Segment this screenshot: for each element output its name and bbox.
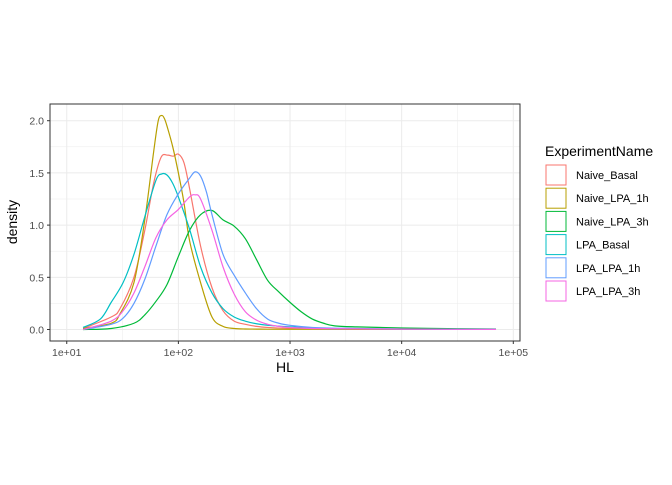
axes: 1e+01 1e+02 1e+03 1e+04 1e+05 0.0 0.5 1.0 1.5 2.0	[29, 116, 528, 359]
y-axis-title: density	[4, 200, 20, 244]
legend-label-lpa-lpa-1h: LPA_LPA_1h	[576, 263, 640, 275]
panel-border	[49, 103, 521, 342]
x-tick-label: 1e+05	[499, 347, 529, 359]
y-tick-label: 2.0	[29, 116, 44, 128]
legend-label-naive-lpa-3h: Naive_LPA_3h	[576, 216, 649, 228]
legend-label-lpa-basal: LPA_Basal	[576, 240, 630, 252]
legend-key-lpa-lpa-1h	[545, 257, 567, 279]
series-lines	[82, 114, 497, 331]
y-tick-label: 0.0	[29, 325, 44, 337]
legend-key-naive-lpa-1h	[545, 187, 567, 209]
density-line-naive-lpa-3h	[83, 209, 497, 331]
x-tick-label: 1e+01	[52, 347, 82, 359]
legend-label-naive-lpa-1h: Naive_LPA_1h	[576, 193, 649, 205]
legend-key-lpa-lpa-3h	[545, 280, 567, 302]
legend-title: ExperimentName	[545, 143, 653, 159]
y-tick-label: 0.5	[29, 272, 44, 284]
x-tick-label: 1e+03	[275, 347, 305, 359]
legend: ExperimentName Naive_Basal Naive_LPA_1h Na…	[545, 143, 653, 302]
x-axis-title: HL	[276, 359, 294, 375]
density-line-lpa-lpa-1h	[82, 171, 497, 331]
legend-label-lpa-lpa-3h: LPA_LPA_3h	[576, 286, 640, 298]
x-tick-label: 1e+04	[387, 347, 417, 359]
legend-key-naive-basal	[545, 164, 567, 186]
y-tick-label: 1.0	[29, 220, 44, 232]
density-line-naive-lpa-1h	[82, 114, 497, 331]
y-tick-label: 1.5	[29, 168, 44, 180]
legend-key-lpa-basal	[545, 234, 567, 256]
legend-key-naive-lpa-3h	[545, 210, 567, 232]
x-tick-label: 1e+02	[164, 347, 194, 359]
density-line-lpa-lpa-3h	[82, 194, 497, 331]
legend-label-naive-basal: Naive_Basal	[576, 170, 638, 182]
